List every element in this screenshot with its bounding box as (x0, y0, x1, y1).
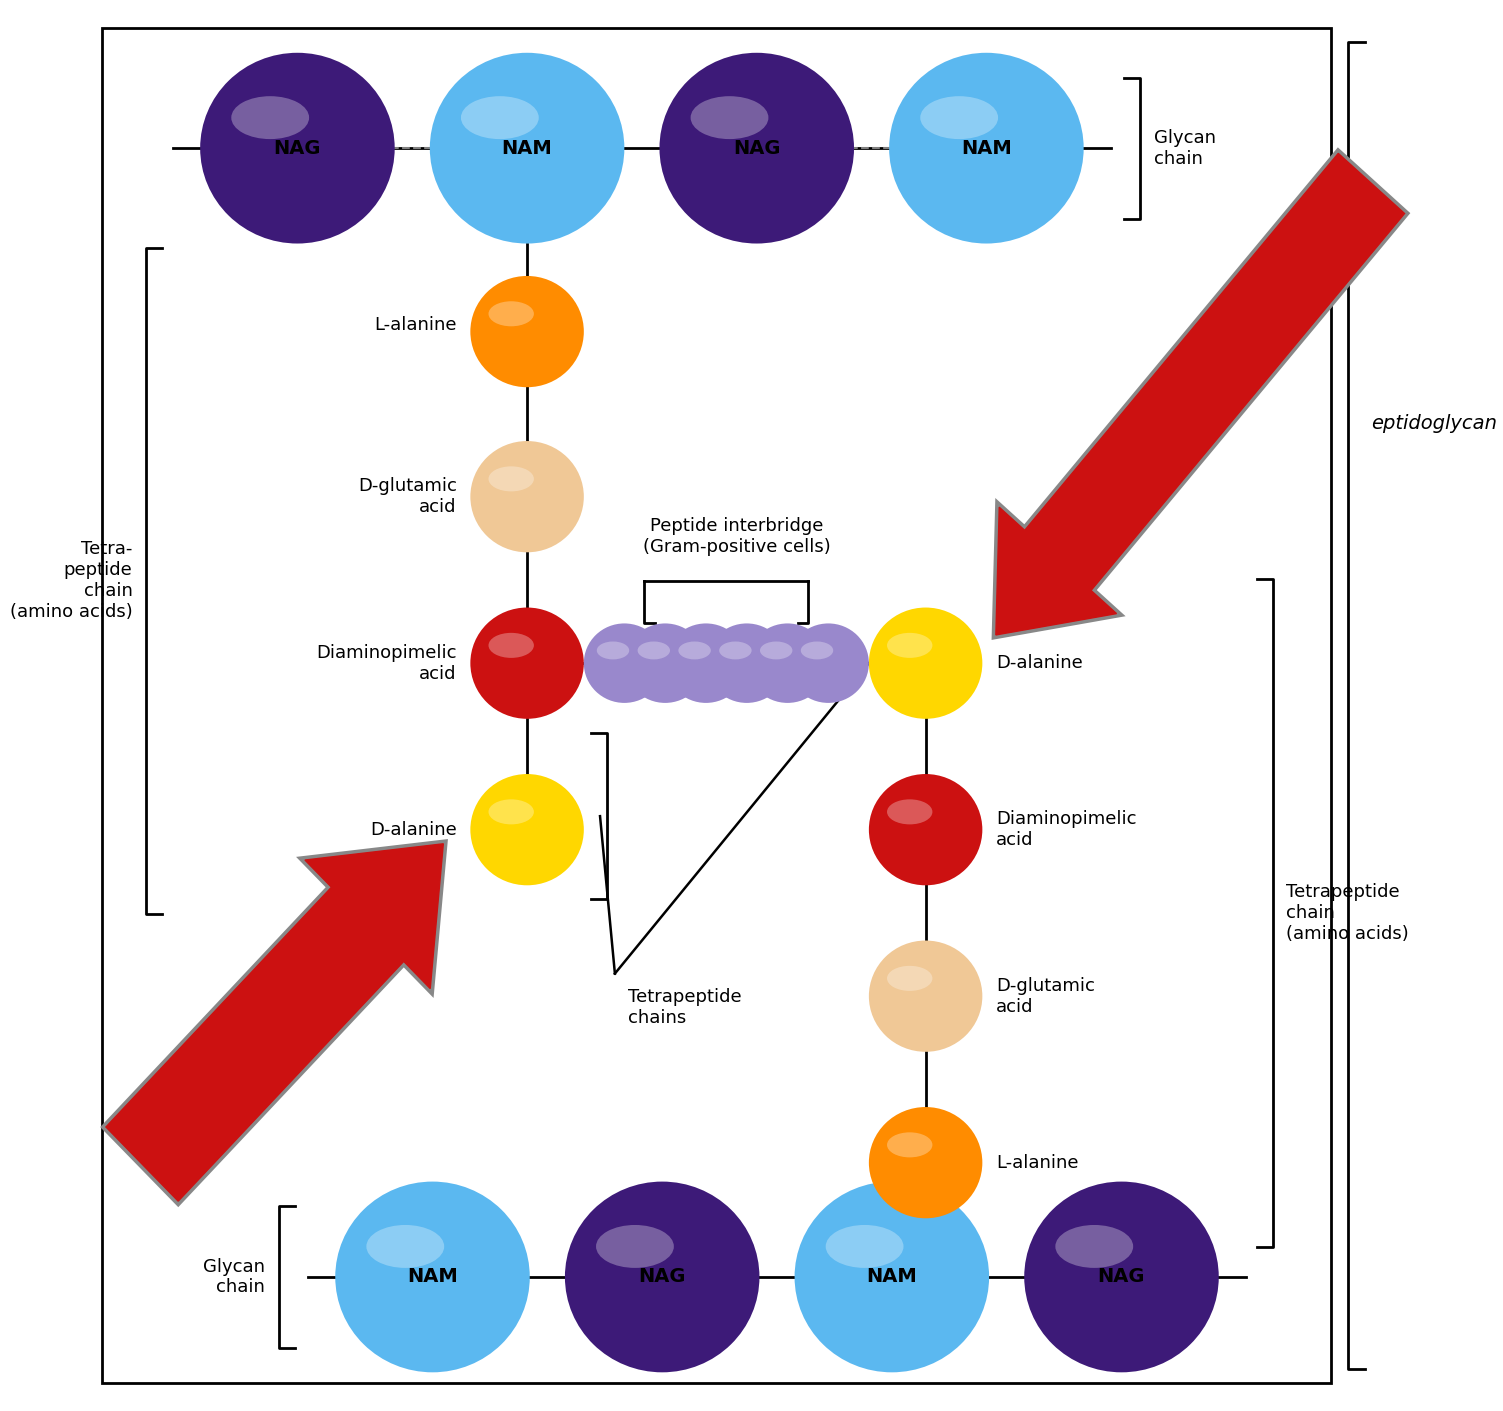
Polygon shape (105, 844, 443, 1201)
Ellipse shape (795, 1181, 989, 1373)
Polygon shape (105, 844, 443, 1201)
Ellipse shape (470, 277, 583, 387)
Text: L-alanine: L-alanine (996, 1154, 1078, 1171)
Text: NAG: NAG (1097, 1267, 1145, 1287)
Ellipse shape (660, 52, 854, 244)
Ellipse shape (637, 642, 670, 659)
Ellipse shape (869, 775, 983, 885)
Ellipse shape (887, 800, 932, 824)
Ellipse shape (470, 442, 583, 552)
Polygon shape (996, 154, 1405, 635)
FancyBboxPatch shape (102, 28, 1330, 1383)
Ellipse shape (1055, 1225, 1133, 1268)
Ellipse shape (583, 624, 664, 703)
Ellipse shape (1024, 1181, 1219, 1373)
Ellipse shape (430, 52, 624, 244)
Text: NAM: NAM (866, 1267, 917, 1287)
Text: Tetra-
peptide
chain
(amino acids): Tetra- peptide chain (amino acids) (11, 540, 132, 621)
Ellipse shape (706, 624, 788, 703)
Text: Glycan
chain: Glycan chain (1154, 128, 1216, 168)
Ellipse shape (470, 608, 583, 718)
Text: D-glutamic
acid: D-glutamic acid (996, 976, 1094, 1016)
Ellipse shape (625, 624, 706, 703)
Text: NAM: NAM (502, 138, 553, 158)
Ellipse shape (920, 96, 998, 140)
Ellipse shape (869, 941, 983, 1051)
Text: Tetrapeptide
chains: Tetrapeptide chains (628, 988, 742, 1026)
Text: NAM: NAM (407, 1267, 458, 1287)
Ellipse shape (761, 642, 792, 659)
Text: NAG: NAG (733, 138, 780, 158)
Ellipse shape (231, 96, 310, 140)
Ellipse shape (747, 624, 828, 703)
Text: NAG: NAG (274, 138, 322, 158)
Ellipse shape (825, 1225, 903, 1268)
Ellipse shape (887, 1133, 932, 1157)
Text: L-alanine: L-alanine (374, 316, 457, 333)
Ellipse shape (488, 467, 534, 491)
Ellipse shape (720, 642, 752, 659)
Text: NAG: NAG (639, 1267, 685, 1287)
Text: NAM: NAM (960, 138, 1012, 158)
Polygon shape (996, 154, 1405, 635)
Text: Diaminopimelic
acid: Diaminopimelic acid (996, 810, 1136, 849)
Ellipse shape (200, 52, 395, 244)
Ellipse shape (690, 96, 768, 140)
Text: Glycan
chain: Glycan chain (203, 1257, 265, 1297)
Ellipse shape (367, 1225, 445, 1268)
Ellipse shape (488, 800, 534, 824)
Ellipse shape (869, 1108, 983, 1218)
Ellipse shape (678, 642, 711, 659)
Ellipse shape (887, 634, 932, 658)
Ellipse shape (597, 642, 630, 659)
Ellipse shape (666, 624, 747, 703)
Ellipse shape (597, 1225, 673, 1268)
Ellipse shape (887, 967, 932, 991)
Text: Diaminopimelic
acid: Diaminopimelic acid (316, 643, 457, 683)
Text: eptidoglycan: eptidoglycan (1371, 413, 1497, 433)
Ellipse shape (488, 302, 534, 326)
Text: Tetrapeptide
chain
(amino acids): Tetrapeptide chain (amino acids) (1287, 883, 1408, 943)
Ellipse shape (461, 96, 538, 140)
Ellipse shape (488, 634, 534, 658)
Text: D-alanine: D-alanine (370, 821, 457, 838)
Ellipse shape (335, 1181, 529, 1373)
Ellipse shape (801, 642, 833, 659)
Ellipse shape (565, 1181, 759, 1373)
Text: D-glutamic
acid: D-glutamic acid (358, 477, 457, 516)
Ellipse shape (788, 624, 869, 703)
Text: Peptide interbridge
(Gram-positive cells): Peptide interbridge (Gram-positive cells… (643, 516, 830, 556)
Text: D-alanine: D-alanine (996, 655, 1082, 672)
Ellipse shape (470, 775, 583, 885)
Ellipse shape (869, 608, 983, 718)
Ellipse shape (890, 52, 1084, 244)
